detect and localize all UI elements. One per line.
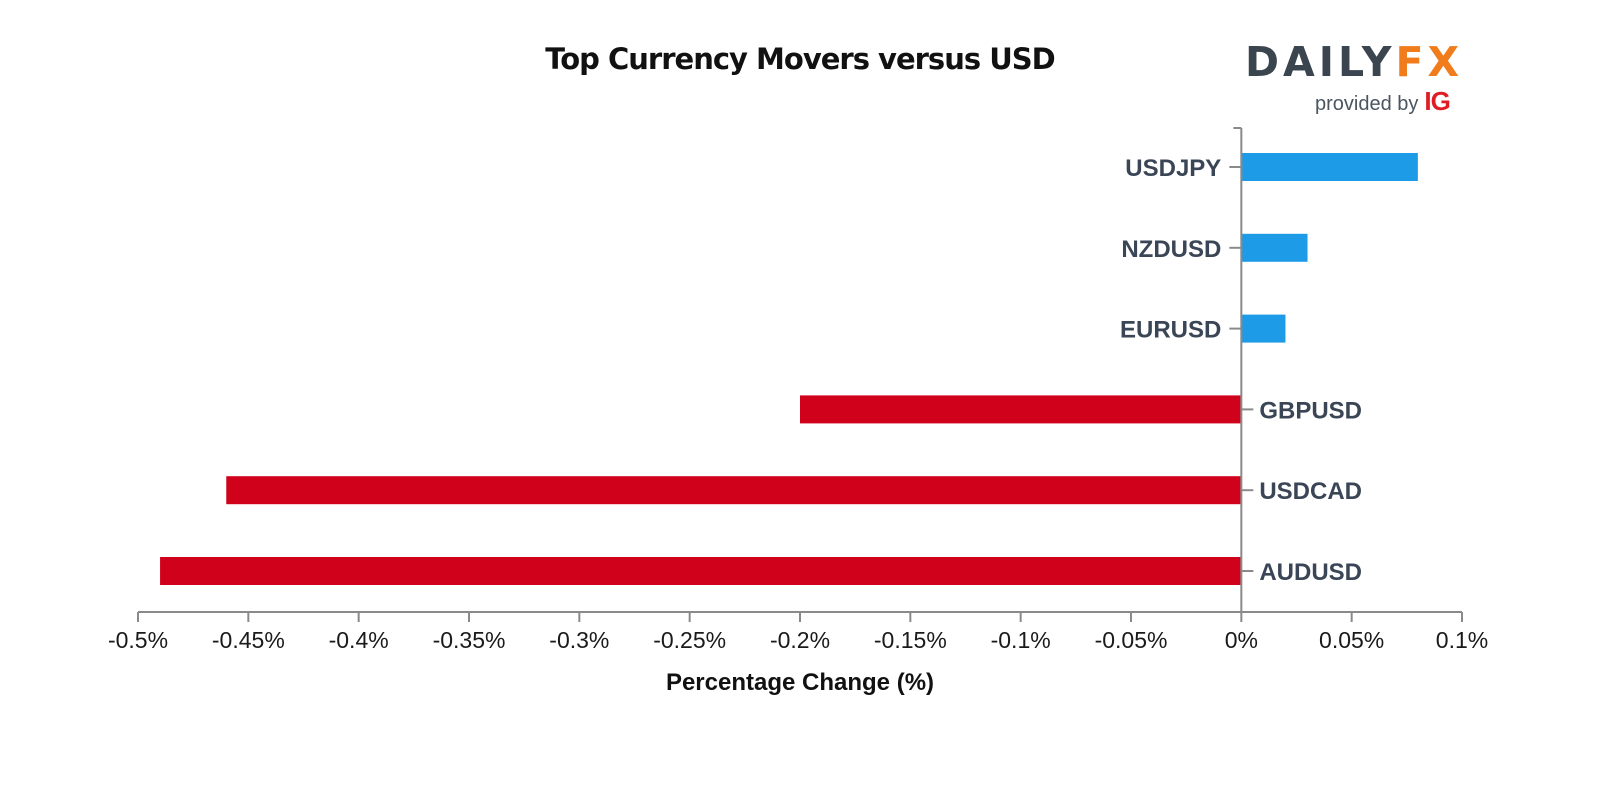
x-axis-title: Percentage Change (%) — [666, 669, 934, 696]
x-tick-label: 0% — [1225, 627, 1258, 653]
category-label-gbpusd: GBPUSD — [1259, 397, 1362, 424]
logo-provided-by-text: provided by — [1315, 93, 1419, 115]
category-label-eurusd: EURUSD — [1120, 317, 1221, 344]
logo-wordmark-accent: FX — [1395, 38, 1464, 86]
bar-usdcad — [226, 476, 1242, 505]
bars-layer — [160, 153, 1418, 585]
bar-nzdusd — [1241, 233, 1308, 262]
x-tick-label: -0.05% — [1095, 627, 1168, 653]
x-tick-label: -0.35% — [433, 627, 506, 653]
labels-layer: -0.5% -0.45% -0.4% -0.35% -0.3% -0.25% -0.2% -0… — [108, 155, 1488, 653]
dailyfx-logo: DAILYFX provided by IG — [1245, 38, 1460, 118]
category-label-audusd: AUDUSD — [1259, 559, 1362, 586]
bar-audusd — [160, 557, 1242, 585]
bar-usdjpy — [1241, 153, 1418, 181]
logo-wordmark-main: DAILY — [1245, 38, 1396, 86]
x-tick-label: -0.1% — [991, 627, 1051, 653]
x-tick-label: -0.4% — [329, 627, 389, 653]
x-tick-label: -0.15% — [874, 627, 947, 653]
x-tick-label: 0.1% — [1436, 627, 1488, 653]
logo-wordmark: DAILYFX — [1245, 38, 1463, 86]
x-tick-label: -0.3% — [549, 627, 609, 653]
category-label-usdcad: USDCAD — [1259, 478, 1362, 505]
ig-logo: IG — [1424, 86, 1450, 116]
axis-layer — [137, 127, 1463, 622]
category-label-nzdusd: NZDUSD — [1121, 236, 1221, 263]
x-tick-label: -0.2% — [770, 627, 830, 653]
category-label-usdjpy: USDJPY — [1125, 155, 1221, 182]
chart-title: Top Currency Movers versus USD — [545, 42, 1055, 76]
x-tick-label: 0.05% — [1319, 627, 1384, 653]
bar-gbpusd — [800, 395, 1242, 424]
logo-provided-by: provided by IG — [1315, 86, 1451, 117]
x-tick-label: -0.25% — [653, 627, 726, 653]
x-tick-label: -0.5% — [108, 627, 168, 653]
bar-eurusd — [1241, 314, 1286, 343]
x-tick-label: -0.45% — [212, 627, 285, 653]
